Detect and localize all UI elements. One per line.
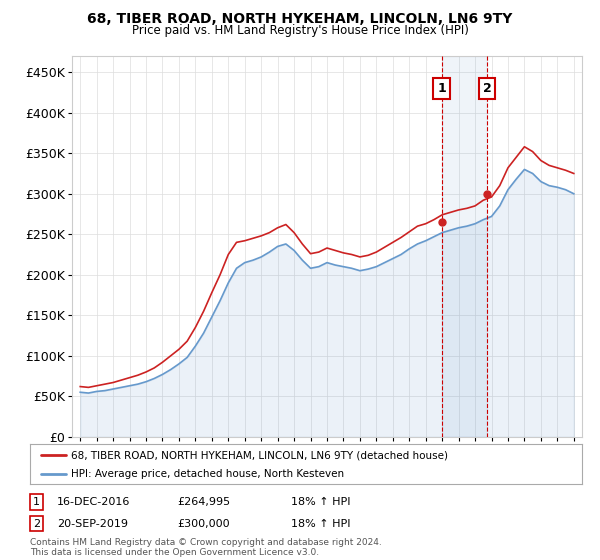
Text: 1: 1 — [33, 497, 40, 507]
Text: £300,000: £300,000 — [177, 519, 230, 529]
Text: 18% ↑ HPI: 18% ↑ HPI — [291, 519, 350, 529]
Text: Contains HM Land Registry data © Crown copyright and database right 2024.
This d: Contains HM Land Registry data © Crown c… — [30, 538, 382, 557]
Text: 1: 1 — [437, 82, 446, 95]
Text: 68, TIBER ROAD, NORTH HYKEHAM, LINCOLN, LN6 9TY (detached house): 68, TIBER ROAD, NORTH HYKEHAM, LINCOLN, … — [71, 450, 448, 460]
Text: 2: 2 — [33, 519, 40, 529]
Text: 18% ↑ HPI: 18% ↑ HPI — [291, 497, 350, 507]
Text: 20-SEP-2019: 20-SEP-2019 — [57, 519, 128, 529]
Text: HPI: Average price, detached house, North Kesteven: HPI: Average price, detached house, Nort… — [71, 469, 344, 479]
Text: 2: 2 — [482, 82, 491, 95]
Text: Price paid vs. HM Land Registry's House Price Index (HPI): Price paid vs. HM Land Registry's House … — [131, 24, 469, 36]
Text: 68, TIBER ROAD, NORTH HYKEHAM, LINCOLN, LN6 9TY: 68, TIBER ROAD, NORTH HYKEHAM, LINCOLN, … — [88, 12, 512, 26]
Bar — [442, 56, 487, 437]
Text: 16-DEC-2016: 16-DEC-2016 — [57, 497, 130, 507]
Text: £264,995: £264,995 — [177, 497, 230, 507]
